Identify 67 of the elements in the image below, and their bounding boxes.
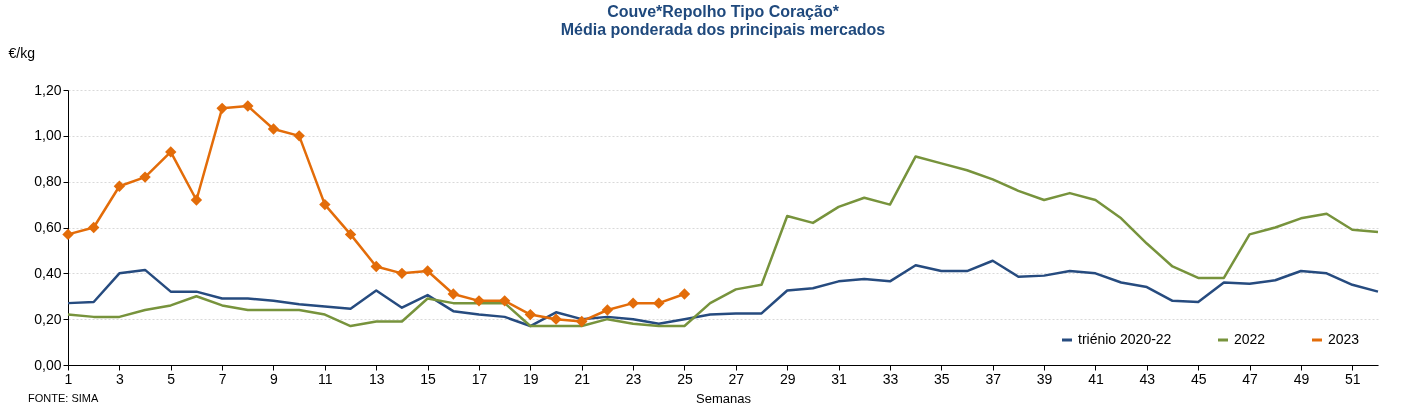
- point: [678, 288, 691, 300]
- x-tick-label: 33: [882, 370, 899, 387]
- point: [653, 297, 665, 309]
- point: [447, 288, 459, 300]
- y-tick-label: 1,00: [34, 127, 62, 144]
- x-tick-label: 51: [1345, 370, 1361, 387]
- point: [87, 221, 100, 234]
- chart-subtitle: Média ponderada dos principais mercados: [560, 21, 886, 38]
- legend-label: triénio 2020-22: [1078, 331, 1172, 347]
- point: [421, 265, 434, 277]
- x-tick-label: 39: [1036, 370, 1053, 387]
- point: [601, 304, 614, 316]
- y-tick-label: 0,80: [34, 173, 62, 190]
- x-tick-label: 1: [64, 370, 73, 387]
- y-tick-label: 0,40: [34, 264, 62, 281]
- legend-label: 2022: [1234, 331, 1266, 347]
- point: [165, 146, 177, 158]
- legend-label: 2023: [1328, 331, 1360, 347]
- point: [242, 100, 254, 112]
- point: [113, 180, 126, 192]
- x-tick-label: 45: [1190, 370, 1207, 387]
- x-tick-label: 9: [270, 370, 279, 387]
- point: [293, 130, 305, 142]
- x-tick-label: 13: [368, 370, 385, 387]
- point: [267, 123, 280, 135]
- x-tick-label: 29: [779, 370, 796, 387]
- x-tick-label: 31: [831, 370, 848, 387]
- point: [62, 228, 74, 241]
- line-series: [66, 259, 1380, 328]
- point: [576, 315, 588, 328]
- x-axis-title: Semanas: [696, 390, 752, 406]
- point: [473, 295, 485, 307]
- x-tick-label: 23: [625, 370, 642, 387]
- point: [190, 194, 203, 206]
- point: [370, 260, 382, 273]
- x-tick-label: 35: [934, 370, 950, 387]
- x-tick-label: 43: [1139, 370, 1156, 387]
- chart-title: Couve*Repolho Tipo Coração*: [607, 3, 840, 20]
- source-note: FONTE: SIMA: [28, 392, 99, 404]
- x-tick-label: 47: [1242, 370, 1259, 387]
- y-tick-label: 1,20: [34, 81, 62, 98]
- x-tick-label: 37: [985, 370, 1002, 387]
- y-tick-label: 0,20: [34, 310, 62, 327]
- x-tick-label: 3: [115, 370, 124, 387]
- point: [319, 198, 331, 211]
- point: [396, 267, 408, 280]
- y-tick-label: 0,00: [34, 356, 62, 373]
- point: [627, 297, 639, 309]
- point: [139, 171, 151, 183]
- x-tick-label: 41: [1088, 370, 1104, 387]
- x-tick-label: 15: [420, 370, 437, 387]
- x-tick-label: 19: [523, 370, 539, 387]
- line-series: [66, 155, 1380, 328]
- y-tick-label: 0,60: [34, 219, 62, 235]
- x-tick-label: 27: [728, 370, 745, 387]
- point: [216, 102, 228, 115]
- x-tick-label: 21: [574, 370, 591, 387]
- x-tick-label: 49: [1293, 370, 1310, 387]
- point: [344, 228, 357, 241]
- point: [550, 313, 562, 325]
- y-axis-title: €/kg: [8, 44, 35, 61]
- x-tick-label: 25: [677, 370, 693, 387]
- x-tick-label: 7: [218, 370, 227, 387]
- x-tick-label: 5: [167, 370, 176, 387]
- x-tick-label: 11: [318, 370, 333, 387]
- x-tick-label: 17: [471, 370, 488, 387]
- point: [524, 308, 537, 321]
